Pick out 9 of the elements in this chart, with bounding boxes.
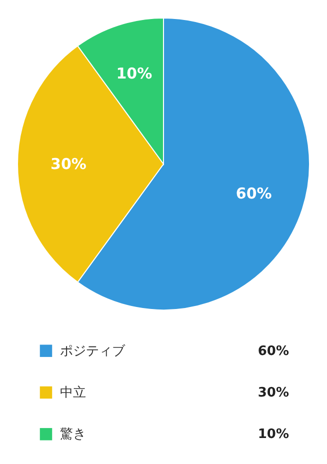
text: 10% xyxy=(258,427,289,442)
data-label: 60% xyxy=(236,184,272,202)
legend-label: 中立 xyxy=(60,384,86,400)
data-label: 10% xyxy=(116,64,152,83)
legend-label: ポジティブ xyxy=(60,344,126,359)
data-label: 30% xyxy=(50,155,86,173)
legend-label: 驚き xyxy=(60,427,86,442)
text: 30% xyxy=(258,386,289,400)
text: 60% xyxy=(258,344,289,359)
